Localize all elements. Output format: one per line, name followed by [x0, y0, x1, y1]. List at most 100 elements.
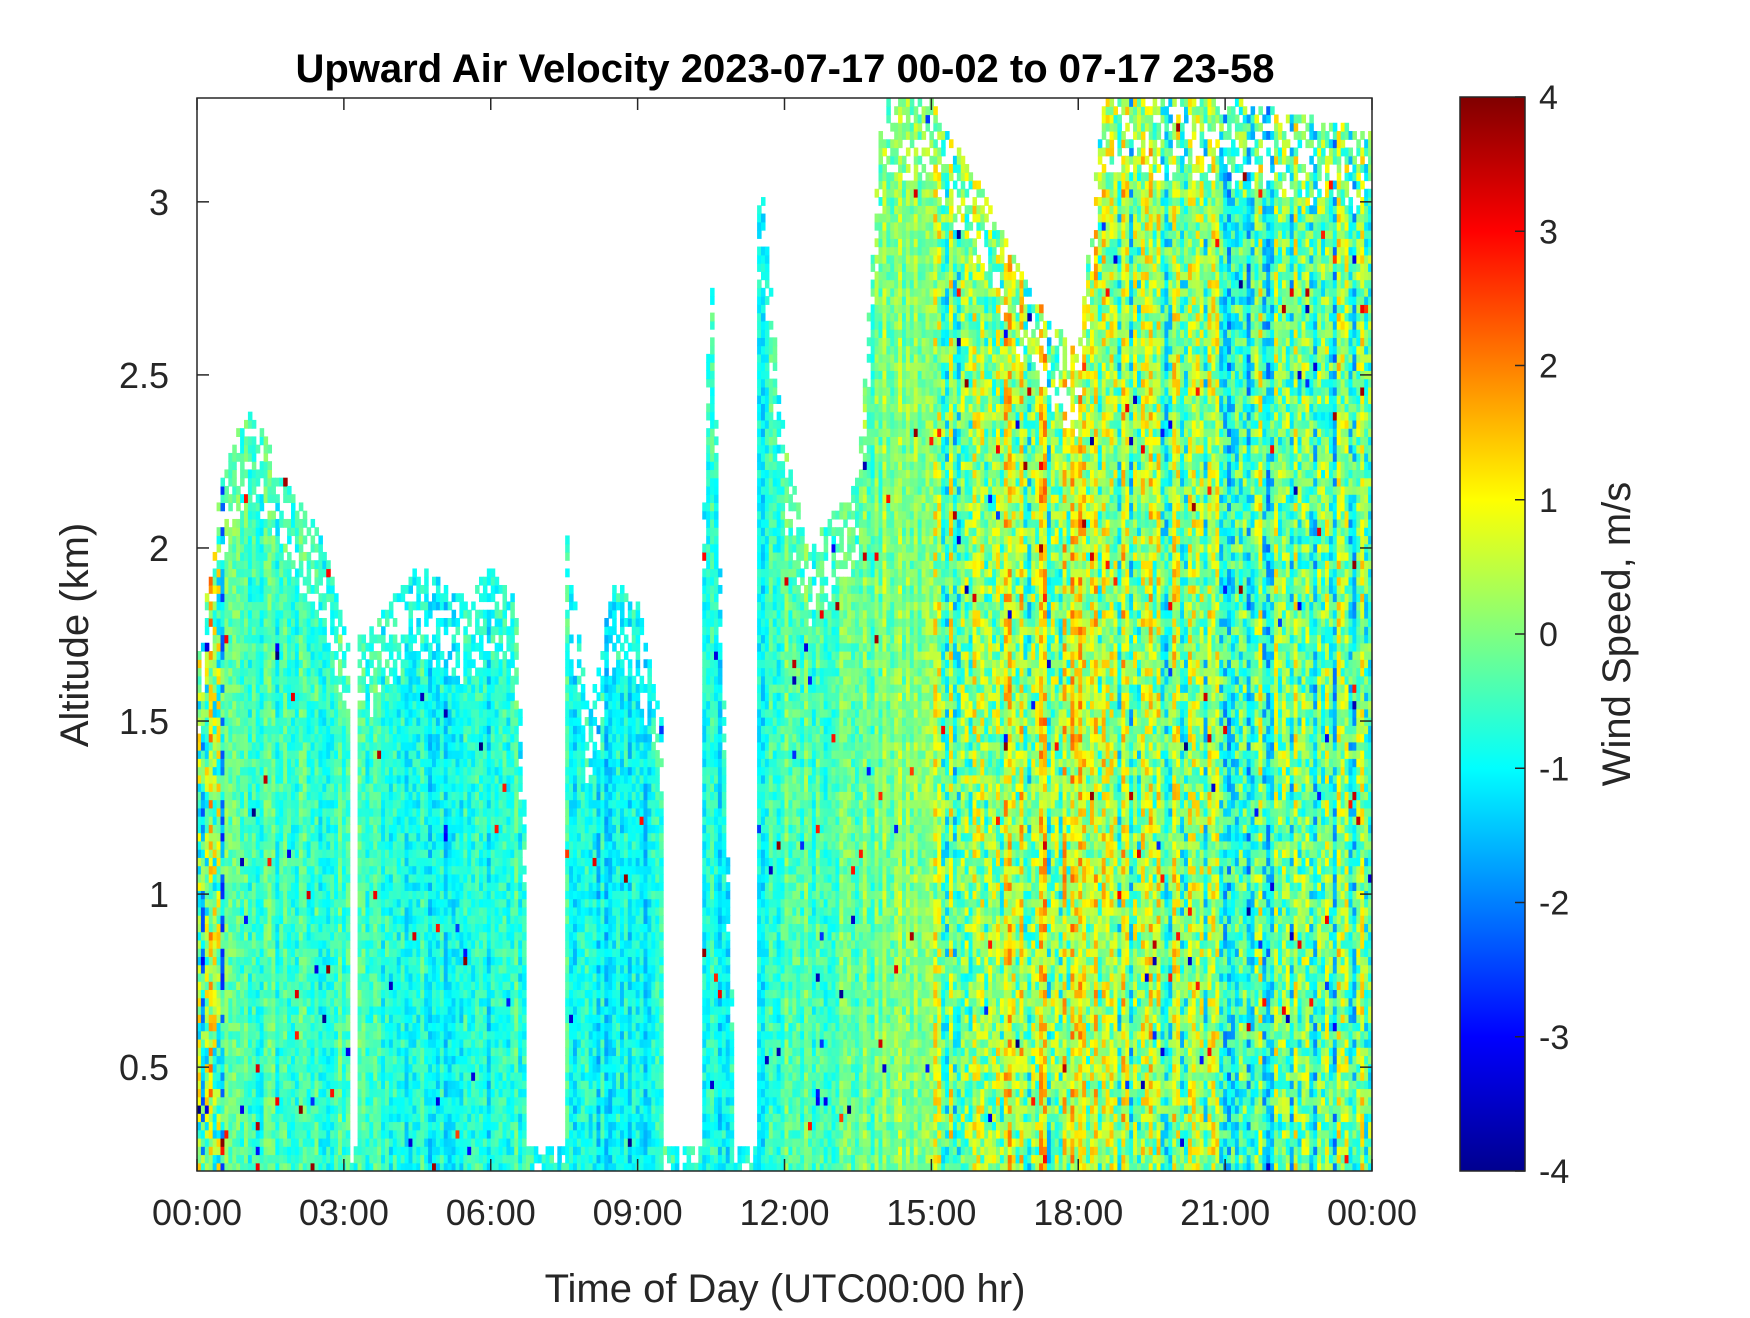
heatmap-cell	[322, 593, 327, 602]
heatmap-cell	[389, 1146, 394, 1155]
heatmap-cell	[252, 502, 257, 511]
heatmap-cell	[221, 1121, 226, 1130]
heatmap-cell	[322, 874, 327, 883]
heatmap-cell	[428, 1138, 433, 1147]
heatmap-cell	[318, 857, 323, 866]
heatmap-cell	[287, 717, 292, 726]
heatmap-cell	[209, 882, 214, 891]
heatmap-cell	[459, 965, 464, 974]
heatmap-cell	[232, 1105, 237, 1114]
heatmap-cell	[299, 560, 304, 569]
heatmap-cell	[440, 1022, 445, 1031]
heatmap-cell	[365, 1088, 370, 1097]
heatmap-cell	[365, 742, 370, 751]
heatmap-cell	[205, 866, 210, 875]
heatmap-cell	[322, 956, 327, 965]
heatmap-cell	[432, 593, 437, 602]
heatmap-cell	[315, 973, 320, 982]
heatmap-cell	[221, 758, 226, 767]
heatmap-cell	[322, 692, 327, 701]
heatmap-cell	[236, 453, 241, 462]
heatmap-cell	[236, 701, 241, 710]
heatmap-cell	[397, 767, 402, 776]
heatmap-cell	[409, 824, 414, 833]
heatmap-cell	[405, 981, 410, 990]
heatmap-cell	[381, 882, 386, 891]
heatmap-cell	[456, 725, 461, 734]
heatmap-cell	[471, 998, 476, 1007]
heatmap-cell	[448, 1055, 453, 1064]
heatmap-cell	[240, 428, 245, 437]
heatmap-cell	[236, 1072, 241, 1081]
heatmap-cell	[385, 1105, 390, 1114]
heatmap-cell	[475, 1113, 480, 1122]
heatmap-cell	[459, 882, 464, 891]
heatmap-cell	[405, 1097, 410, 1106]
heatmap-cell	[346, 742, 351, 751]
heatmap-cell	[436, 750, 441, 759]
heatmap-cell	[268, 767, 273, 776]
heatmap-cell	[459, 956, 464, 965]
heatmap-cell	[322, 1080, 327, 1089]
heatmap-cell	[452, 965, 457, 974]
heatmap-cell	[401, 890, 406, 899]
heatmap-cell	[467, 1113, 472, 1122]
heatmap-cell	[448, 890, 453, 899]
heatmap-cell	[358, 866, 363, 875]
heatmap-cell	[260, 948, 265, 957]
heatmap-cell	[228, 701, 233, 710]
heatmap-cell	[358, 1138, 363, 1147]
heatmap-cell	[373, 907, 378, 916]
heatmap-cell	[256, 1022, 261, 1031]
heatmap-cell	[467, 857, 472, 866]
heatmap-cell	[205, 1064, 210, 1073]
heatmap-cell	[248, 1047, 253, 1056]
heatmap-cell	[279, 1072, 284, 1081]
heatmap-cell	[412, 742, 417, 751]
heatmap-cell	[401, 956, 406, 965]
heatmap-cell	[283, 593, 288, 602]
heatmap-cell	[268, 989, 273, 998]
heatmap-cell	[268, 684, 273, 693]
heatmap-cell	[452, 1105, 457, 1114]
heatmap-cell	[397, 857, 402, 866]
heatmap-cell	[393, 783, 398, 792]
heatmap-cell	[248, 585, 253, 594]
heatmap-cell	[424, 750, 429, 759]
heatmap-cell	[260, 1014, 265, 1023]
heatmap-cell	[342, 701, 347, 710]
heatmap-cell	[389, 742, 394, 751]
heatmap-cell	[213, 1138, 218, 1147]
heatmap-cell	[377, 1154, 382, 1163]
heatmap-cell	[436, 989, 441, 998]
heatmap-cell	[444, 882, 449, 891]
heatmap-cell	[405, 1039, 410, 1048]
heatmap-cell	[428, 1022, 433, 1031]
heatmap-cell	[299, 676, 304, 685]
heatmap-cell	[389, 816, 394, 825]
heatmap-cell	[409, 1146, 414, 1155]
heatmap-cell	[369, 643, 374, 652]
heatmap-cell	[322, 998, 327, 1007]
heatmap-cell	[201, 915, 206, 924]
heatmap-cell	[452, 833, 457, 842]
heatmap-cell	[326, 932, 331, 941]
heatmap-cell	[330, 1047, 335, 1056]
heatmap-cell	[326, 1146, 331, 1155]
heatmap-cell	[228, 494, 233, 503]
heatmap-cell	[209, 717, 214, 726]
heatmap-cell	[401, 593, 406, 602]
heatmap-cell	[436, 791, 441, 800]
heatmap-cell	[248, 535, 253, 544]
heatmap-cell	[373, 1130, 378, 1139]
heatmap-cell	[240, 725, 245, 734]
heatmap-cell	[303, 1154, 308, 1163]
heatmap-cell	[213, 866, 218, 875]
heatmap-cell	[459, 1146, 464, 1155]
heatmap-cell	[303, 577, 308, 586]
heatmap-cell	[401, 791, 406, 800]
heatmap-cell	[369, 1014, 374, 1023]
heatmap-cell	[221, 965, 226, 974]
heatmap-cell	[471, 1047, 476, 1056]
heatmap-cell	[405, 775, 410, 784]
